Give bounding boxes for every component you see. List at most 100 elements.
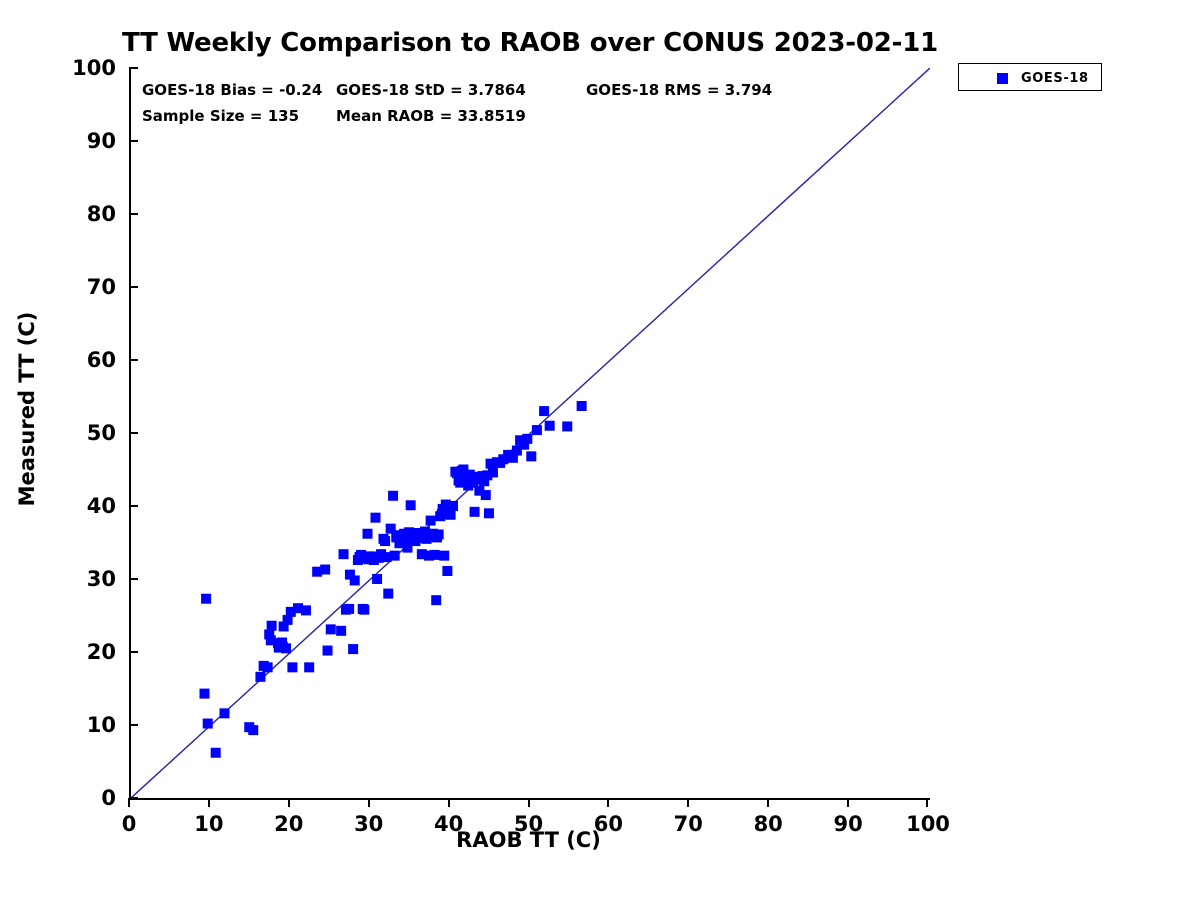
data-point-marker — [344, 569, 355, 580]
y-tick-label: 40 — [86, 494, 116, 518]
data-point-marker — [349, 575, 360, 586]
x-tick-mark — [447, 798, 450, 807]
data-point-marker — [376, 549, 387, 560]
y-tick-label: 10 — [86, 713, 116, 737]
data-point-marker — [320, 564, 331, 575]
data-point-marker — [445, 509, 456, 520]
data-point-marker — [325, 624, 336, 635]
data-point-marker — [370, 512, 381, 523]
data-point-marker — [322, 645, 333, 656]
data-point-marker — [348, 644, 359, 655]
data-point-marker — [544, 420, 555, 431]
x-tick-label: 90 — [833, 812, 863, 836]
data-point-marker — [287, 662, 298, 673]
stat-sample-size: Sample Size = 135 — [142, 107, 300, 125]
data-point-marker — [480, 490, 491, 501]
data-point-marker — [372, 574, 383, 584]
y-axis-title: Measured TT (C) — [15, 311, 39, 507]
data-point-marker — [562, 421, 573, 432]
y-tick-label: 70 — [86, 275, 116, 299]
data-point-marker — [282, 614, 293, 625]
data-point-marker — [526, 451, 537, 462]
reference-line — [131, 68, 930, 798]
data-point-marker — [281, 643, 292, 654]
x-tick-label: 20 — [274, 812, 304, 836]
x-tick-mark — [527, 798, 530, 807]
x-tick-label: 100 — [906, 812, 950, 836]
data-point-marker — [420, 526, 431, 537]
x-tick-mark — [287, 798, 290, 807]
legend-swatch-goes-18 — [997, 73, 1008, 84]
data-point-marker — [389, 550, 400, 561]
y-tick-mark — [129, 286, 138, 288]
page-title: TT Weekly Comparison to RAOB over CONUS … — [121, 28, 939, 58]
y-tick-mark — [129, 213, 138, 215]
data-point-marker — [266, 620, 277, 631]
data-point-marker — [264, 629, 275, 640]
data-point-marker — [433, 529, 444, 540]
data-point-marker — [248, 725, 259, 736]
one-to-one-line — [131, 68, 930, 798]
y-tick-label: 20 — [86, 640, 116, 664]
data-point-marker — [425, 515, 436, 526]
data-point-marker — [199, 688, 210, 699]
x-axis-ticks: 0 10 20 30 40 50 60 70 80 90 100 — [122, 798, 950, 836]
x-tick-label: 30 — [354, 812, 384, 836]
data-point-marker — [219, 708, 230, 719]
y-tick-label: 80 — [86, 202, 116, 226]
stat-rms: GOES-18 RMS = 3.794 — [586, 81, 773, 99]
data-point-marker — [300, 605, 311, 616]
x-tick-mark — [128, 798, 130, 807]
x-tick-mark — [687, 798, 690, 807]
data-point-marker — [304, 662, 315, 673]
y-tick-mark — [129, 359, 138, 361]
data-point-marker — [278, 621, 289, 632]
x-tick-label: 0 — [121, 812, 137, 836]
data-point-marker — [447, 501, 458, 511]
x-tick-mark — [367, 798, 370, 807]
stat-mean-raob: Mean RAOB = 33.8519 — [336, 107, 526, 125]
y-tick-label: 100 — [72, 56, 116, 80]
data-point-marker — [338, 549, 349, 560]
y-tick-label: 90 — [86, 129, 116, 153]
plot-area — [129, 68, 930, 800]
data-point-marker — [440, 499, 451, 510]
data-point-marker — [202, 718, 213, 729]
data-point-marker — [539, 406, 550, 417]
data-point-marker — [400, 534, 411, 545]
data-point-marker — [265, 635, 276, 646]
y-tick-label: 0 — [101, 786, 116, 810]
data-point-marker — [416, 549, 427, 560]
data-point-marker — [436, 509, 447, 520]
x-tick-mark — [847, 798, 850, 807]
data-point-marker — [255, 671, 266, 682]
data-point-marker — [201, 593, 212, 604]
x-tick-label: 40 — [433, 812, 464, 836]
data-point-marker — [576, 400, 587, 411]
data-point-marker — [424, 550, 435, 561]
stat-std: GOES-18 StD = 3.7864 — [336, 81, 526, 99]
y-tick-mark — [129, 67, 138, 69]
data-point-marker — [285, 606, 296, 617]
stat-bias: GOES-18 Bias = -0.24 — [142, 81, 323, 99]
x-tick-mark — [207, 798, 210, 807]
x-axis-title: RAOB TT (C) — [456, 828, 601, 852]
data-point-marker — [429, 549, 440, 560]
data-point-marker — [292, 603, 303, 614]
data-point-marker — [511, 445, 522, 456]
data-markers — [199, 400, 587, 758]
x-tick-label: 60 — [593, 812, 624, 836]
data-point-marker — [402, 542, 413, 553]
data-point-marker — [431, 595, 442, 606]
data-point-marker — [479, 476, 490, 487]
data-point-marker — [359, 604, 370, 615]
x-tick-label: 10 — [194, 812, 224, 836]
data-point-marker — [381, 552, 392, 563]
data-point-marker — [210, 747, 221, 758]
data-point-marker — [469, 506, 480, 517]
x-tick-mark — [607, 798, 610, 807]
y-tick-mark — [129, 578, 138, 580]
data-point-marker — [442, 565, 453, 576]
data-point-marker — [483, 508, 494, 519]
